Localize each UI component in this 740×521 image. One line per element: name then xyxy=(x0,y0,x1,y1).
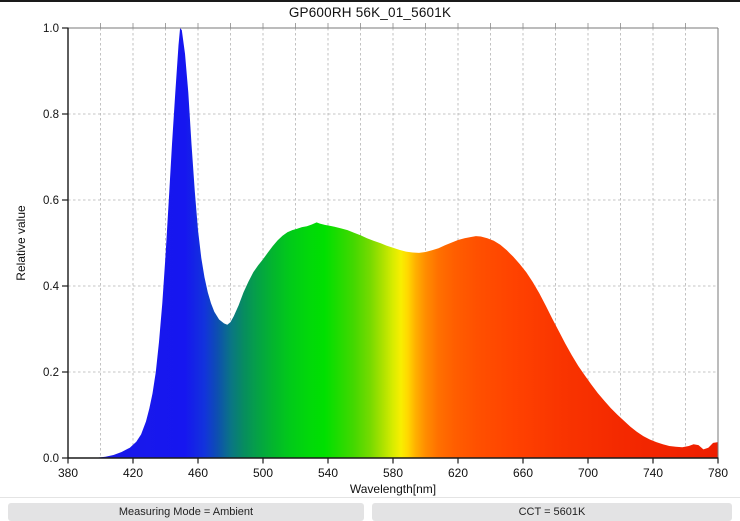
svg-text:740: 740 xyxy=(643,466,663,480)
x-tick-labels: 380 420 460 500 540 580 620 660 700 740 780 xyxy=(58,458,728,480)
svg-text:500: 500 xyxy=(253,466,273,480)
y-tick-labels: 0.0 0.2 0.4 0.6 0.8 1.0 xyxy=(43,23,68,465)
chart-title: GP600RH 56K_01_5601K xyxy=(288,5,452,20)
svg-text:0.2: 0.2 xyxy=(43,367,59,379)
svg-text:380: 380 xyxy=(58,466,78,480)
cct-button[interactable]: CCT = 5601K xyxy=(372,503,732,521)
svg-text:460: 460 xyxy=(188,466,208,480)
gridlines xyxy=(68,28,718,458)
spectrum-area xyxy=(68,28,718,458)
svg-text:700: 700 xyxy=(578,466,598,480)
svg-text:540: 540 xyxy=(318,466,338,480)
measuring-mode-button[interactable]: Measuring Mode = Ambient xyxy=(8,503,364,521)
footer-divider xyxy=(0,497,740,498)
svg-text:660: 660 xyxy=(513,466,533,480)
svg-text:420: 420 xyxy=(123,466,143,480)
x-axis-label: Wavelength[nm] xyxy=(350,482,436,496)
svg-text:620: 620 xyxy=(448,466,468,480)
y-axis-label: Relative value xyxy=(14,205,28,281)
svg-text:0.4: 0.4 xyxy=(43,281,60,293)
svg-text:0.6: 0.6 xyxy=(43,195,59,207)
svg-text:1.0: 1.0 xyxy=(43,23,59,35)
svg-text:0.8: 0.8 xyxy=(43,109,59,121)
svg-text:780: 780 xyxy=(708,466,728,480)
svg-text:0.0: 0.0 xyxy=(43,453,59,465)
top-divider xyxy=(0,0,740,2)
top-axis-ticks xyxy=(100,23,686,28)
svg-text:580: 580 xyxy=(383,466,403,480)
